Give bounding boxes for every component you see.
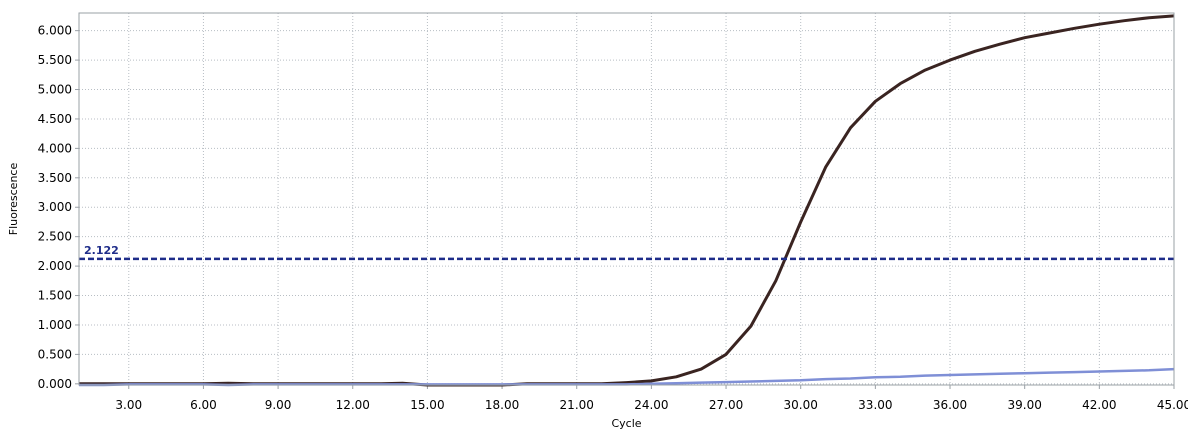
x-tick-label: 42.00 <box>1082 398 1116 412</box>
x-tick-label: 36.00 <box>933 398 967 412</box>
y-tick-label: 3.500 <box>38 171 72 185</box>
x-axis-ticks: 3.00 6.00 9.00 12.00 15.00 18.00 21.00 24.00 27.… <box>115 385 1188 412</box>
x-tick-label: 18.00 <box>485 398 519 412</box>
x-tick-label: 30.00 <box>784 398 818 412</box>
x-axis-label: Cycle <box>611 417 641 429</box>
y-tick-label: 4.000 <box>38 141 72 155</box>
threshold-label: 2.122 <box>84 244 119 257</box>
x-tick-label: 27.00 <box>709 398 743 412</box>
series-lines <box>79 14 1175 387</box>
x-tick-label: 21.00 <box>560 398 594 412</box>
y-tick-label: 5.000 <box>38 83 72 97</box>
x-tick-label: 9.00 <box>265 398 292 412</box>
series-line-1 <box>79 14 1175 387</box>
series-1 <box>79 14 1175 387</box>
y-tick-label: 5.500 <box>38 53 72 67</box>
y-tick-label: 0.500 <box>38 347 72 361</box>
series-line-2 <box>79 367 1175 387</box>
y-tick-label: 2.000 <box>38 259 72 273</box>
x-tick-label: 24.00 <box>634 398 668 412</box>
x-tick-label: 15.00 <box>410 398 444 412</box>
x-tick-label: 45.00 <box>1157 398 1188 412</box>
y-tick-label: 1.500 <box>38 289 72 303</box>
y-tick-label: 3.000 <box>38 200 72 214</box>
grid-lines <box>79 13 1175 385</box>
plot-frame <box>78 12 1175 386</box>
y-tick-label: 1.000 <box>38 318 72 332</box>
x-tick-label: 39.00 <box>1008 398 1042 412</box>
y-tick-label: 4.500 <box>38 112 72 126</box>
series-2 <box>79 367 1175 387</box>
x-tick-label: 33.00 <box>858 398 892 412</box>
x-tick-label: 3.00 <box>115 398 142 412</box>
y-axis-ticks: 0.000 0.500 1.000 1.500 2.000 2.500 3.000 3.500… <box>38 24 79 391</box>
threshold: 2.122 <box>79 244 1174 261</box>
x-tick-label: 12.00 <box>336 398 370 412</box>
y-tick-label: 6.000 <box>38 24 72 38</box>
y-tick-label: 0.000 <box>38 377 72 391</box>
y-tick-label: 2.500 <box>38 230 72 244</box>
y-axis-label: Fluorescence <box>7 163 20 236</box>
x-tick-label: 6.00 <box>190 398 217 412</box>
